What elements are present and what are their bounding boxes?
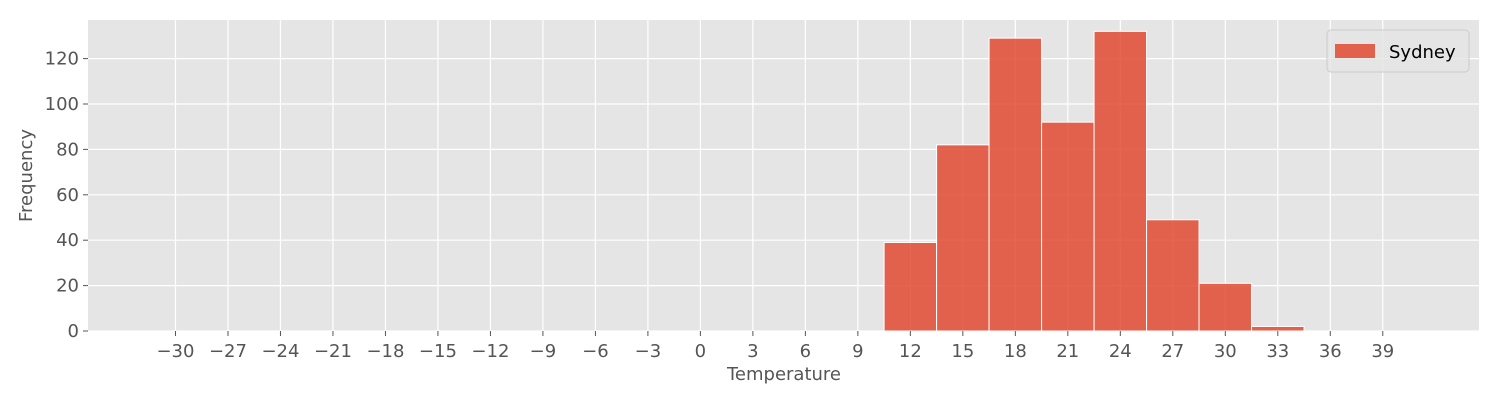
legend-label: Sydney (1389, 42, 1456, 63)
x-tick-label: 3 (747, 341, 758, 362)
x-tick-label: −21 (314, 341, 352, 362)
x-tick-label: 6 (800, 341, 811, 362)
y-axis-ticks: 0 20 40 60 80 100 120 (45, 49, 88, 342)
x-tick-label: −18 (366, 341, 404, 362)
x-tick-label: 24 (1109, 341, 1132, 362)
histogram-bar (1146, 219, 1200, 332)
histogram-bar (1041, 121, 1095, 332)
histogram-bar (988, 37, 1043, 332)
histogram-bar (936, 144, 990, 332)
x-tick-label: 0 (695, 341, 706, 362)
legend-swatch (1335, 44, 1375, 58)
y-tick-label: 40 (56, 230, 79, 251)
x-tick-label: 18 (1004, 341, 1027, 362)
y-tick-label: 120 (45, 49, 79, 70)
x-axis-label: Temperature (726, 364, 841, 385)
y-tick-label: 0 (68, 321, 79, 342)
grid-lines (88, 20, 1479, 332)
x-axis-ticks: −30 −27 −24 −21 −18 −15 −12 −9 −6 −3 0 3 6 9 12 15 18 21 2… (156, 331, 1394, 362)
x-tick-label: −27 (209, 341, 247, 362)
x-tick-label: −15 (419, 341, 457, 362)
plot-area (88, 20, 1479, 331)
x-tick-label: 30 (1214, 341, 1237, 362)
legend: Sydney (1326, 29, 1470, 73)
histogram-bar (1093, 30, 1148, 332)
histogram-bar (1198, 282, 1253, 332)
x-tick-label: 12 (899, 341, 922, 362)
x-tick-label: −9 (530, 341, 557, 362)
x-tick-label: −24 (261, 341, 299, 362)
y-tick-label: 100 (45, 94, 79, 115)
y-tick-label: 60 (56, 185, 79, 206)
y-tick-label: 80 (56, 139, 79, 160)
histogram-bar (1251, 325, 1305, 332)
x-tick-label: 33 (1266, 341, 1289, 362)
x-tick-label: −3 (635, 341, 662, 362)
x-tick-label: −12 (471, 341, 509, 362)
x-tick-label: 39 (1371, 341, 1394, 362)
x-tick-label: 21 (1056, 341, 1079, 362)
x-tick-label: −6 (582, 341, 609, 362)
y-tick-label: 20 (56, 276, 79, 297)
y-axis-label: Frequency (16, 129, 37, 222)
histogram-bar (883, 241, 938, 332)
x-tick-label: 15 (951, 341, 974, 362)
legend-box (1326, 29, 1470, 73)
x-tick-label: −30 (156, 341, 194, 362)
x-tick-label: 9 (852, 341, 863, 362)
x-tick-label: 27 (1161, 341, 1184, 362)
x-tick-label: 36 (1319, 341, 1342, 362)
histogram-bars (883, 30, 1305, 332)
